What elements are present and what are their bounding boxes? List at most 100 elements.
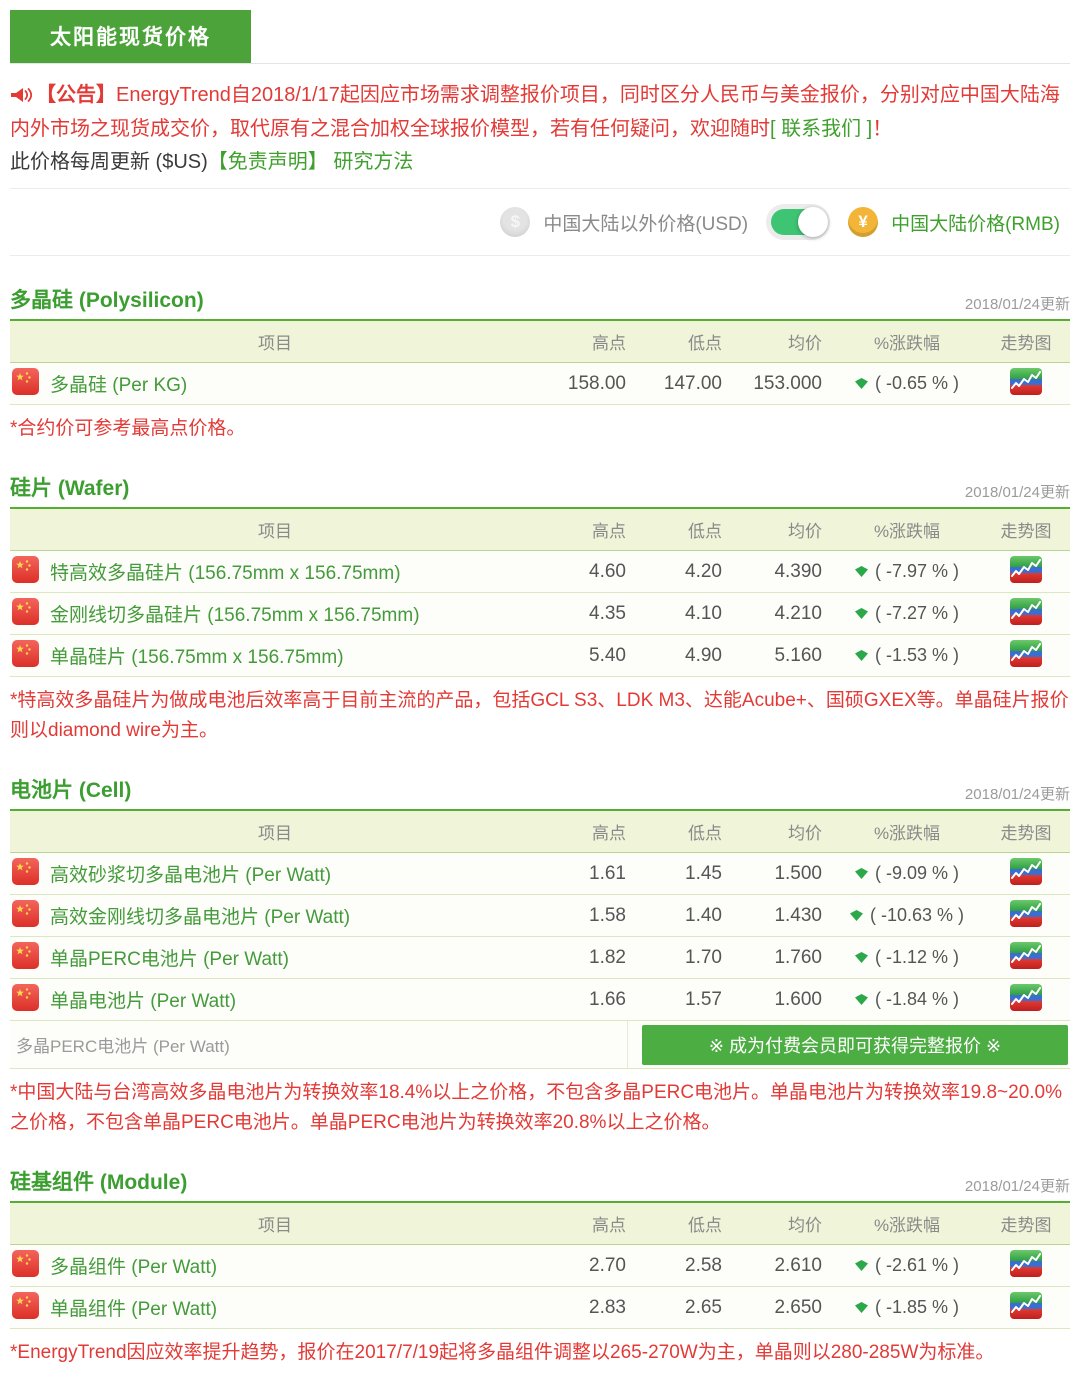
low-value: 1.70 [685, 946, 722, 968]
trend-chart-icon[interactable] [1010, 984, 1042, 1011]
col-header-trend: 走势图 [1000, 522, 1052, 541]
change-value: ( -10.63 % ) [869, 905, 965, 925]
item-link[interactable]: 单晶组件 (Per Watt) [50, 1299, 218, 1320]
trend-chart-icon[interactable] [1010, 556, 1042, 583]
trend-chart-icon[interactable] [1010, 1292, 1042, 1319]
avg-value: 153.000 [753, 372, 822, 394]
down-arrow-icon [854, 1255, 868, 1276]
change-cell: ( -10.63 % ) [832, 905, 982, 926]
item-link[interactable]: 高效砂浆切多晶电池片 (Per Watt) [50, 865, 332, 886]
change-value: ( -7.97 % ) [874, 561, 960, 581]
avg-value: 1.600 [774, 988, 822, 1010]
down-arrow-icon [854, 373, 868, 394]
avg-value: 1.760 [774, 946, 822, 968]
trend-chart-icon[interactable] [1010, 942, 1042, 969]
item-link[interactable]: 单晶电池片 (Per Watt) [50, 991, 237, 1012]
col-header-change: %涨跌幅 [873, 334, 941, 353]
change-value: ( -1.84 % ) [874, 989, 960, 1009]
table-header-row: 项目 高点 低点 均价 %涨跌幅 走势图 [10, 811, 1070, 853]
table-header-row: 项目 高点 低点 均价 %涨跌幅 走势图 [10, 1203, 1070, 1245]
low-value: 4.10 [685, 602, 722, 624]
usd-price-label: 中国大陆以外价格(USD) [543, 213, 749, 235]
avg-value: 1.430 [774, 904, 822, 926]
section-updated-date: 2018/01/24更新 [964, 296, 1070, 313]
low-value: 4.20 [685, 560, 722, 582]
col-header-avg: 均价 [788, 1216, 822, 1235]
avg-value: 2.610 [774, 1254, 822, 1276]
trend-chart-icon[interactable] [1010, 368, 1042, 395]
section-module: 硅基组件 (Module) 2018/01/24更新 项目 高点 低点 均价 %… [10, 1166, 1070, 1368]
col-header-trend: 走势图 [1000, 334, 1052, 353]
table-row: 高效金刚线切多晶电池片 (Per Watt) 1.58 1.40 1.430 (… [10, 895, 1070, 937]
col-header-low: 低点 [688, 824, 722, 843]
item-link[interactable]: 多晶硅 (Per KG) [50, 375, 188, 396]
section-note: *中国大陆与台湾高效多晶电池片为转换效率18.4%以上之价格，不包含多晶PERC… [10, 1082, 1063, 1133]
change-value: ( -1.12 % ) [874, 947, 960, 967]
col-header-change: %涨跌幅 [873, 824, 941, 843]
low-value: 1.40 [685, 904, 722, 926]
china-flag-icon [12, 1249, 39, 1282]
col-header-item: 项目 [258, 522, 292, 541]
section-polysilicon: 多晶硅 (Polysilicon) 2018/01/24更新 项目 高点 低点 … [10, 284, 1070, 444]
table-row: 单晶电池片 (Per Watt) 1.66 1.57 1.600 ( -1.84… [10, 979, 1070, 1021]
high-value: 4.35 [589, 602, 626, 624]
section-updated-date: 2018/01/24更新 [964, 786, 1070, 803]
item-link[interactable]: 单晶硅片 (156.75mm x 156.75mm) [50, 647, 344, 668]
china-flag-icon [12, 983, 39, 1016]
col-header-item: 项目 [258, 824, 292, 843]
col-header-high: 高点 [592, 522, 626, 541]
trend-chart-icon[interactable] [1010, 858, 1042, 885]
high-value: 1.61 [589, 862, 626, 884]
section-updated-date: 2018/01/24更新 [964, 484, 1070, 501]
section-updated-date: 2018/01/24更新 [964, 1178, 1070, 1195]
col-header-high: 高点 [592, 334, 626, 353]
announcement-body: EnergyTrend自2018/1/17起因应市场需求调整报价项目，同时区分人… [10, 84, 1060, 140]
low-value: 1.45 [685, 862, 722, 884]
down-arrow-icon [854, 989, 868, 1010]
section-cell: 电池片 (Cell) 2018/01/24更新 项目 高点 低点 均价 %涨跌幅… [10, 774, 1070, 1138]
change-cell: ( -7.27 % ) [832, 603, 982, 624]
col-header-change: %涨跌幅 [873, 1216, 941, 1235]
trend-chart-icon[interactable] [1010, 598, 1042, 625]
col-header-high: 高点 [592, 824, 626, 843]
section-wafer: 硅片 (Wafer) 2018/01/24更新 项目 高点 低点 均价 %涨跌幅… [10, 472, 1070, 746]
col-header-low: 低点 [688, 1216, 722, 1235]
high-value: 2.70 [589, 1254, 626, 1276]
trend-chart-icon[interactable] [1010, 900, 1042, 927]
col-header-high: 高点 [592, 1216, 626, 1235]
section-note: *特高效多晶硅片为做成电池后效率高于目前主流的产品，包括GCL S3、LDK M… [10, 690, 1069, 741]
item-link[interactable]: 多晶组件 (Per Watt) [50, 1257, 218, 1278]
trend-chart-icon[interactable] [1010, 1250, 1042, 1277]
col-header-low: 低点 [688, 522, 722, 541]
item-link[interactable]: 金刚线切多晶硅片 (156.75mm x 156.75mm) [50, 605, 420, 626]
avg-value: 2.650 [774, 1296, 822, 1318]
page-header: 太阳能现货价格 [10, 0, 1070, 64]
section-title: 电池片 (Cell) [10, 779, 132, 802]
membership-banner[interactable]: ※ 成为付费会员即可获得完整报价 ※ [642, 1024, 1068, 1065]
col-header-trend: 走势图 [1000, 1216, 1052, 1235]
change-value: ( -7.27 % ) [874, 603, 960, 623]
down-arrow-icon [849, 905, 863, 926]
trend-chart-icon[interactable] [1010, 640, 1042, 667]
low-value: 2.65 [685, 1296, 722, 1318]
item-link[interactable]: 高效金刚线切多晶电池片 (Per Watt) [50, 907, 351, 928]
col-header-trend: 走势图 [1000, 824, 1052, 843]
change-cell: ( -9.09 % ) [832, 863, 982, 884]
toggle-knob[interactable] [798, 207, 829, 237]
contact-us-link[interactable]: [ 联系我们 ] [770, 118, 873, 140]
item-link[interactable]: 特高效多晶硅片 (156.75mm x 156.75mm) [50, 563, 401, 584]
change-cell: ( -1.85 % ) [832, 1297, 982, 1318]
col-header-change: %涨跌幅 [873, 522, 941, 541]
currency-toggle-switch[interactable] [771, 207, 829, 237]
low-value: 2.58 [685, 1254, 722, 1276]
high-value: 158.00 [567, 372, 626, 394]
change-value: ( -9.09 % ) [874, 863, 960, 883]
high-value: 2.83 [589, 1296, 626, 1318]
item-link[interactable]: 单晶PERC电池片 (Per Watt) [50, 949, 289, 970]
col-header-item: 项目 [258, 334, 292, 353]
research-method-link[interactable]: 研究方法 [333, 151, 414, 173]
avg-value: 4.390 [774, 560, 822, 582]
megaphone-icon [10, 83, 33, 114]
disclaimer-link[interactable]: 【免责声明】 [207, 151, 328, 173]
